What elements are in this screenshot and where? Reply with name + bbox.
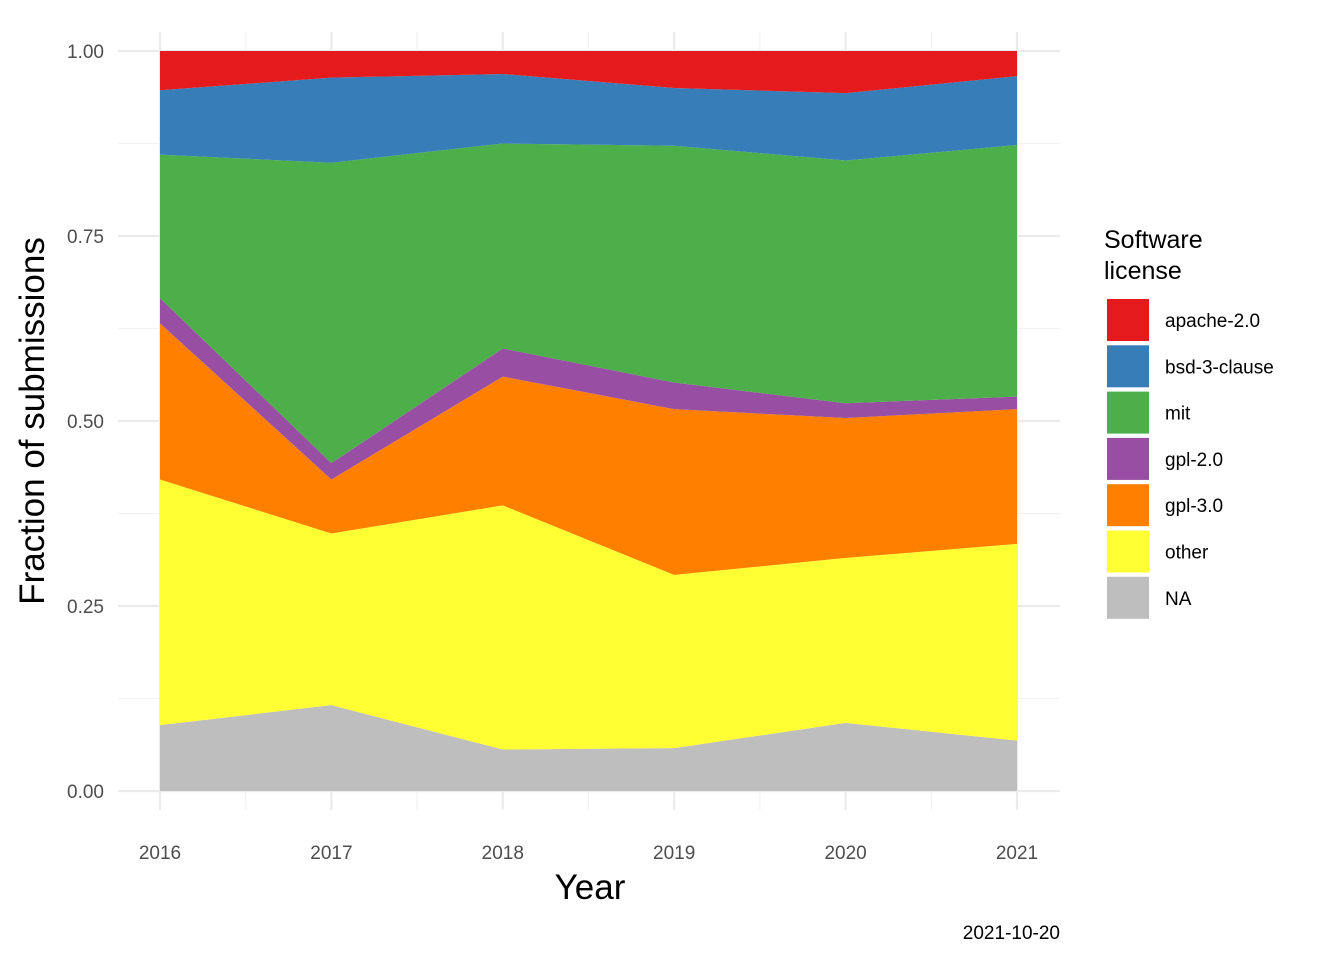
legend-swatch — [1107, 576, 1149, 619]
legend-label: gpl-3.0 — [1165, 496, 1223, 517]
y-tick-label: 0.50 — [67, 412, 104, 433]
area-series-group — [160, 51, 1017, 791]
legend-swatch — [1107, 484, 1149, 527]
x-tick-label: 2018 — [482, 843, 524, 864]
y-axis-title: Fraction of submissions — [13, 237, 52, 605]
x-tick-label: 2019 — [653, 843, 695, 864]
legend-label: NA — [1165, 589, 1192, 610]
area-other — [160, 479, 1017, 750]
area-mit — [160, 143, 1017, 464]
legend-item-mit: mit — [1107, 391, 1191, 434]
x-tick-label: 2016 — [139, 843, 181, 864]
legend-label: apache-2.0 — [1165, 311, 1260, 332]
legend-title-line-1: Software — [1104, 226, 1203, 254]
legend-label: other — [1165, 543, 1209, 564]
legend-title: Software license — [1104, 226, 1210, 285]
area-apache-2-0 — [160, 51, 1017, 94]
x-axis-tick-labels: 2016 2017 2018 2019 2020 2021 — [139, 843, 1038, 864]
legend-item-bsd-3-clause: bsd-3-clause — [1107, 345, 1274, 388]
legend-swatch — [1107, 299, 1149, 341]
legend-label: mit — [1165, 404, 1191, 425]
legend-items: apache-2.0 bsd-3-clause mit gpl-2.0 gpl-3.0 o… — [1107, 299, 1274, 619]
legend-swatch — [1107, 437, 1149, 480]
area-gpl-2-0 — [160, 298, 1017, 480]
y-axis-tick-labels: 0.00 0.25 0.50 0.75 1.00 — [67, 42, 104, 803]
area-gpl-3-0 — [160, 323, 1017, 575]
chart-caption: 2021-10-20 — [963, 923, 1060, 944]
area-bsd-3-clause — [160, 73, 1017, 163]
legend-item-apache-2-0: apache-2.0 — [1107, 299, 1260, 341]
legend: Software license apache-2.0 bsd-3-clause m… — [1104, 226, 1274, 619]
y-tick-label: 0.00 — [67, 782, 104, 803]
legend-swatch — [1107, 391, 1149, 434]
legend-item-other: other — [1107, 530, 1209, 573]
legend-label: bsd-3-clause — [1165, 357, 1274, 378]
legend-swatch — [1107, 530, 1149, 573]
y-tick-label: 0.75 — [67, 227, 104, 248]
legend-swatch — [1107, 345, 1149, 388]
y-tick-label: 1.00 — [67, 42, 104, 63]
x-tick-label: 2020 — [824, 843, 866, 864]
legend-title-line-2: license — [1104, 257, 1182, 285]
legend-item-gpl-2-0: gpl-2.0 — [1107, 437, 1223, 480]
x-tick-label: 2021 — [996, 843, 1038, 864]
y-tick-label: 0.25 — [67, 597, 104, 618]
x-tick-label: 2017 — [310, 843, 352, 864]
legend-label: gpl-2.0 — [1165, 450, 1223, 471]
legend-item-na: NA — [1107, 576, 1192, 619]
area-na — [160, 705, 1017, 791]
legend-item-gpl-3-0: gpl-3.0 — [1107, 484, 1223, 527]
x-axis-title: Year — [555, 868, 626, 907]
